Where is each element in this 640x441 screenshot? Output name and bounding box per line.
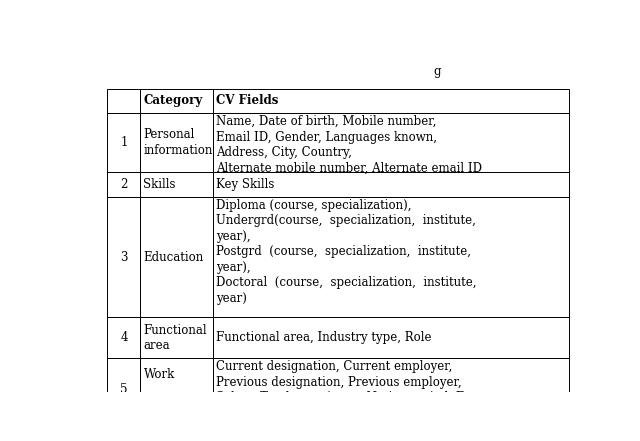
Bar: [141, 318, 213, 358]
Text: CV Fields: CV Fields: [216, 94, 279, 107]
Bar: [213, 113, 568, 172]
Text: 4: 4: [120, 331, 127, 344]
Bar: [141, 172, 213, 197]
Bar: [213, 89, 568, 113]
Text: 2: 2: [120, 178, 127, 191]
Text: 5: 5: [120, 383, 127, 396]
Bar: [213, 318, 568, 358]
Bar: [108, 318, 141, 358]
Text: Work

experience: Work experience: [143, 368, 209, 411]
Bar: [141, 197, 213, 318]
Bar: [213, 197, 568, 318]
Text: Name, Date of birth, Mobile number,
Email ID, Gender, Languages known,
Address, : Name, Date of birth, Mobile number, Emai…: [216, 115, 483, 175]
Bar: [108, 358, 141, 421]
Text: Category: Category: [143, 94, 203, 107]
Text: Personal
information: Personal information: [143, 128, 213, 157]
Text: Diploma (course, specialization),
Undergrd(course,  specialization,  institute,
: Diploma (course, specialization), Underg…: [216, 199, 477, 305]
Text: Education: Education: [143, 250, 204, 264]
Bar: [108, 113, 141, 172]
Text: Key Skills: Key Skills: [216, 178, 275, 191]
Text: Current designation, Current employer,
Previous designation, Previous employer,
: Current designation, Current employer, P…: [216, 360, 490, 420]
Bar: [108, 89, 141, 113]
Bar: [108, 197, 141, 318]
Text: g: g: [433, 65, 441, 78]
Bar: [141, 358, 213, 421]
Text: 3: 3: [120, 250, 127, 264]
Text: Skills: Skills: [143, 178, 176, 191]
Text: 1: 1: [120, 136, 127, 149]
Bar: [141, 89, 213, 113]
Bar: [213, 172, 568, 197]
Bar: [108, 172, 141, 197]
Bar: [141, 113, 213, 172]
Text: Functional
area: Functional area: [143, 324, 207, 352]
Bar: [213, 358, 568, 421]
Text: Functional area, Industry type, Role: Functional area, Industry type, Role: [216, 331, 432, 344]
